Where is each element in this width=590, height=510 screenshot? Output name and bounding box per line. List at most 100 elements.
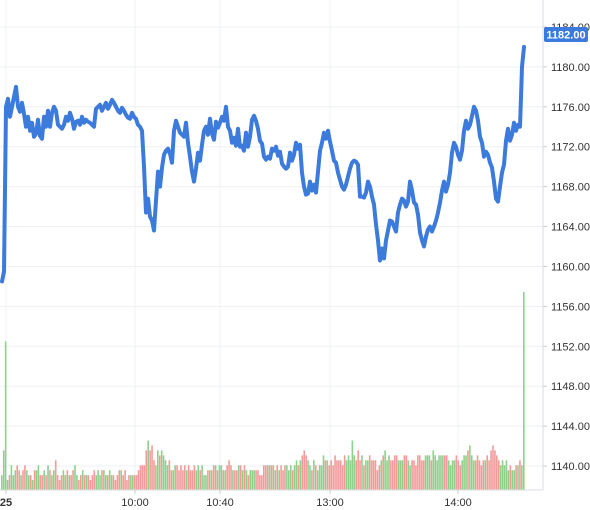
volume-bar (409, 465, 411, 490)
volume-bar (305, 455, 307, 490)
volume-bar (492, 445, 494, 490)
volume-bar (461, 460, 463, 490)
volume-bar (54, 460, 57, 490)
volume-bar (10, 465, 13, 490)
volume-bar (293, 465, 296, 490)
volume-bar (174, 465, 176, 490)
volume-bar (27, 475, 30, 490)
volume-bar (29, 475, 32, 490)
price-axis: 1184.001180.001176.001172.001168.001164.… (543, 22, 590, 473)
volume-bar (453, 460, 456, 490)
volume-bar (191, 470, 194, 490)
volume-bar (41, 475, 44, 490)
volume-bar (407, 460, 410, 490)
volume-bar (422, 460, 425, 490)
volume-bar (403, 455, 406, 490)
price-tick-label: 1148.00 (551, 381, 590, 393)
volume-bar (172, 470, 175, 490)
volume-bar (70, 475, 72, 490)
volume-bar (236, 470, 238, 490)
volume-bar (116, 475, 119, 490)
volume-bar (343, 455, 346, 490)
volume-bar (114, 480, 117, 490)
volume-bar (199, 470, 201, 490)
volume-bar (426, 455, 429, 490)
volume-bar (509, 465, 512, 490)
volume-bar (442, 455, 444, 490)
volume-bar (297, 465, 300, 490)
volume-bar (264, 465, 267, 490)
volume-bar (395, 455, 398, 490)
price-tick-label: 1152.00 (551, 341, 590, 353)
volume-bar (212, 465, 215, 490)
volume-bar (519, 460, 521, 490)
time-tick-label: 13:00 (316, 497, 344, 509)
volume-bar (228, 460, 230, 490)
last-price-label: 1182.00 (546, 30, 585, 42)
volume-bar (58, 480, 61, 490)
volume-bar (85, 475, 88, 490)
volume-bar (68, 475, 71, 490)
volume-bar (449, 465, 452, 490)
volume-bar (232, 470, 234, 490)
volume-bar (374, 460, 377, 490)
volume-bar (457, 460, 460, 490)
last-price-badge-bg (544, 27, 588, 42)
volume-bar (259, 475, 261, 490)
volume-bar (432, 450, 435, 490)
volume-bar (49, 470, 51, 490)
volume-bar (440, 455, 442, 490)
volume-bar (112, 475, 115, 490)
volume-bar (438, 455, 440, 490)
volume-bar (155, 465, 157, 490)
volume-bar (22, 470, 24, 490)
volume-bar (131, 475, 134, 490)
volume-bar (141, 465, 144, 490)
volume-bar (176, 465, 178, 490)
volume-bar (465, 455, 467, 490)
volume-bar (60, 475, 63, 490)
volume-bar (145, 450, 148, 490)
volume-bar (494, 450, 496, 490)
volume-bar (338, 460, 340, 490)
volume-bar (384, 450, 386, 490)
volume-bar (347, 455, 350, 490)
volume-bar (272, 465, 275, 490)
volume-bar (451, 460, 454, 490)
price-line (0, 44, 526, 284)
volume-bar (474, 460, 477, 490)
volume-bar (328, 465, 331, 490)
time-tick-label: 10:00 (121, 497, 149, 509)
volume-bar (43, 470, 45, 490)
volume-bar (349, 460, 352, 490)
time-axis: 25 10:00 10:40 13:00 14:00 (0, 490, 472, 509)
volume-bar (303, 450, 306, 490)
volume-bar (89, 480, 92, 490)
volume-bar (420, 460, 423, 490)
volume-bar (4, 341, 7, 490)
volume-bar (266, 465, 269, 490)
volume-bar (16, 465, 19, 490)
volume-bar (195, 470, 198, 490)
grid (0, 0, 543, 490)
volume-bar (467, 450, 469, 490)
volume-bar (214, 465, 217, 490)
volume-bar (220, 465, 223, 490)
volume-bar (33, 470, 36, 490)
volume-bar (249, 470, 252, 490)
volume-bar (120, 470, 123, 490)
volume-bar (326, 460, 329, 490)
volume-bar (399, 460, 402, 490)
volume-bar (334, 455, 336, 490)
price-tick-label: 1168.00 (551, 182, 590, 194)
volume-bar (496, 455, 498, 490)
volume-bar (39, 475, 42, 490)
volume-bar (278, 470, 280, 490)
volume-bar (53, 470, 55, 490)
volume-bar (261, 475, 263, 490)
volume-bar (37, 465, 40, 490)
volume-bar (501, 460, 504, 490)
volume-bar (505, 460, 508, 490)
volume-bar (463, 455, 465, 490)
